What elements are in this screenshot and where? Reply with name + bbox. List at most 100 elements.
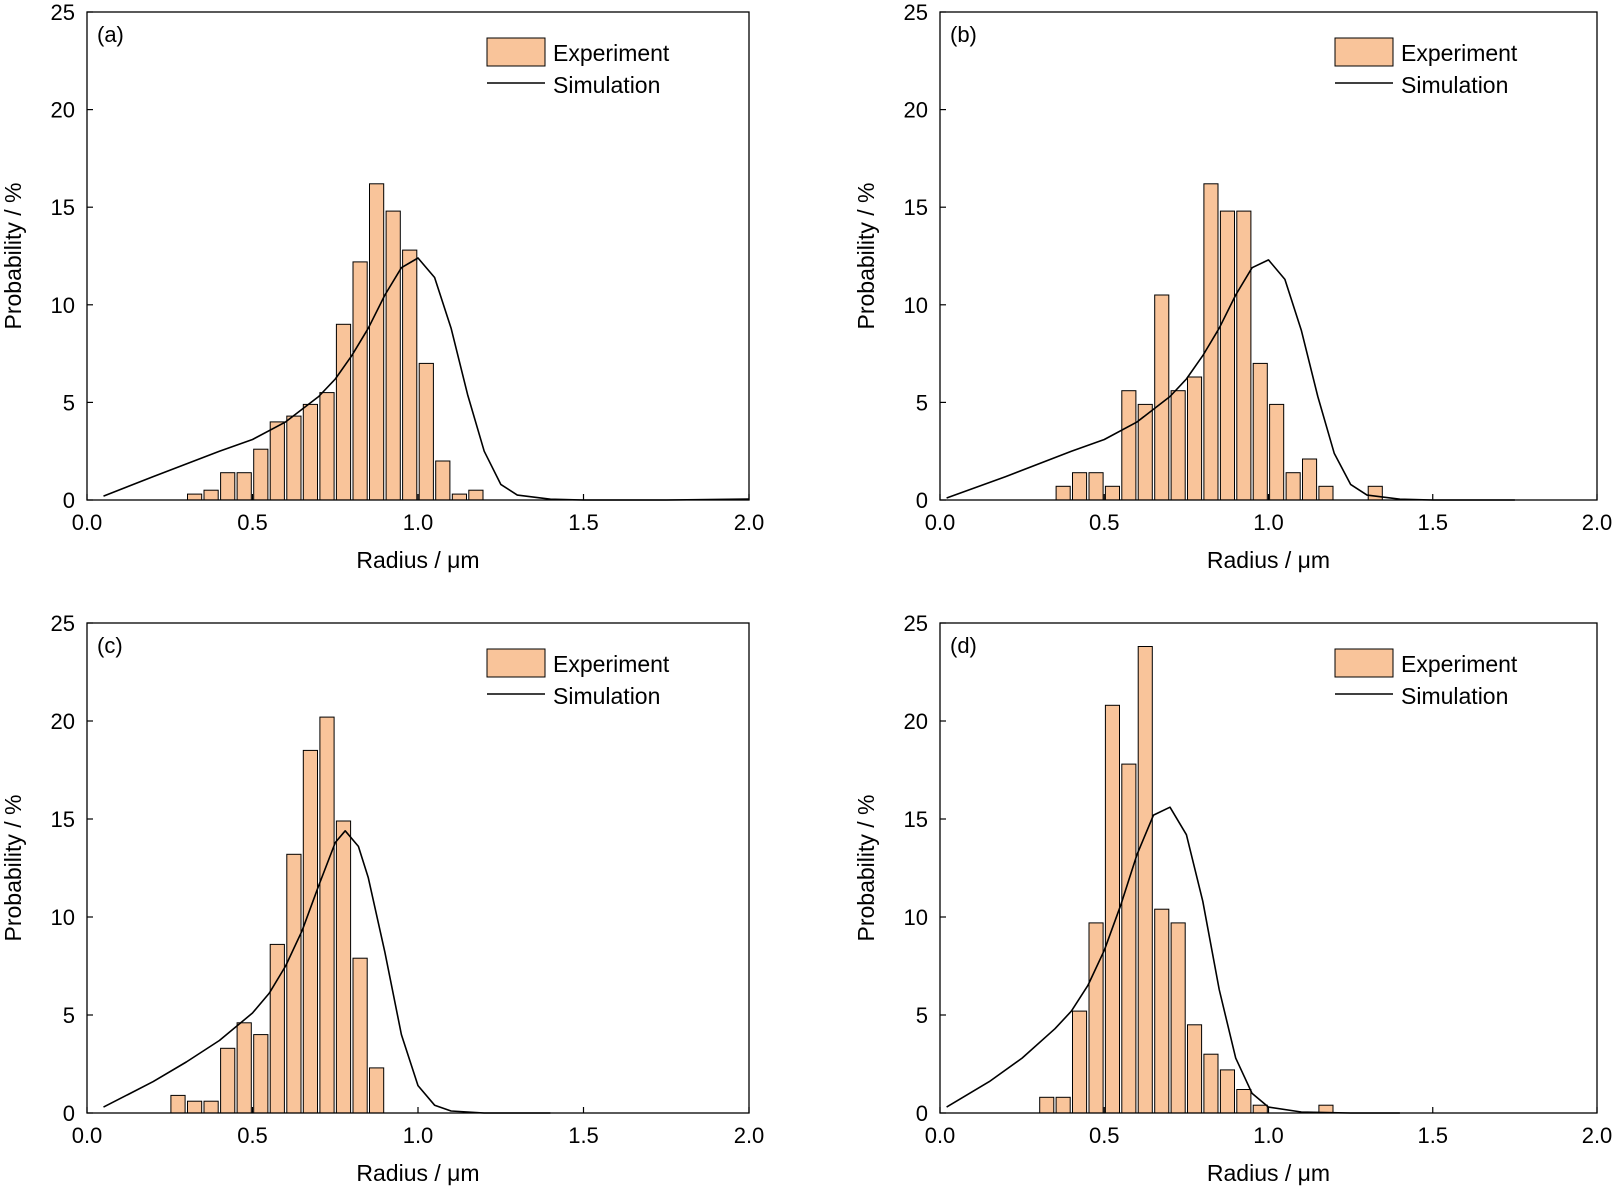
x-tick-label: 0.5	[237, 510, 268, 535]
bar	[335, 820, 352, 1114]
bar	[402, 249, 418, 501]
bar	[319, 392, 335, 501]
y-tick-label: 10	[904, 293, 928, 318]
y-tick-label: 5	[63, 390, 75, 415]
bar	[1252, 362, 1268, 501]
bar	[418, 362, 434, 501]
y-tick-label: 15	[904, 807, 928, 832]
simulation-line	[103, 829, 551, 1114]
bar	[1252, 1104, 1268, 1114]
legend: Experiment Simulation	[486, 37, 670, 98]
bar	[1055, 1096, 1071, 1114]
chart-panel-a: 0.0 0.5 1.0 1.5 2.0 0 5 10 15 20 25 Radius / μm Prob…	[0, 0, 764, 573]
bar	[1170, 390, 1186, 501]
y-tick-label: 0	[916, 488, 928, 513]
y-tick-label: 5	[916, 390, 928, 415]
bar	[302, 749, 318, 1114]
legend-swatch-experiment	[1334, 37, 1394, 67]
legend-label-simulation: Simulation	[553, 683, 660, 709]
y-tick-label: 25	[51, 0, 75, 25]
x-tick-label: 2.0	[734, 510, 765, 535]
y-tick-label: 25	[904, 0, 928, 25]
bar	[1055, 485, 1071, 501]
bar	[1088, 922, 1104, 1114]
x-axis-label: Radius / μm	[356, 547, 479, 573]
bar	[1137, 646, 1153, 1114]
y-tick-label: 15	[51, 195, 75, 220]
x-tick-label: 0.0	[925, 510, 956, 535]
legend-label-simulation: Simulation	[553, 72, 660, 98]
panel-label: (d)	[950, 633, 977, 658]
x-tick-label: 0.0	[925, 1123, 956, 1148]
chart-panel-c: 0.0 0.5 1.0 1.5 2.0 0 5 10 15 20 25 Radius / μm Prob…	[0, 611, 764, 1186]
bar	[1318, 485, 1334, 501]
panel-label: (a)	[97, 22, 124, 47]
bar	[385, 210, 401, 501]
legend-swatch-experiment	[486, 37, 546, 67]
x-tick-label: 1.5	[568, 510, 599, 535]
chart-panel-b: 0.0 0.5 1.0 1.5 2.0 0 5 10 15 20 25 Radius / μm Prob…	[853, 0, 1612, 573]
legend: Experiment Simulation	[1334, 37, 1518, 98]
x-tick-label: 0.5	[1089, 510, 1120, 535]
legend-swatch-experiment	[486, 648, 546, 678]
x-tick-label: 1.5	[568, 1123, 599, 1148]
y-tick-label: 20	[51, 98, 75, 123]
bar	[319, 716, 335, 1114]
legend: Experiment Simulation	[486, 648, 670, 709]
y-tick-label: 10	[904, 905, 928, 930]
legend-label-simulation: Simulation	[1401, 683, 1508, 709]
y-tick-label: 15	[904, 195, 928, 220]
y-tick-label: 0	[916, 1101, 928, 1126]
bar	[369, 1067, 385, 1114]
bar	[269, 943, 285, 1114]
bar	[1187, 1024, 1203, 1114]
legend-label-experiment: Experiment	[1401, 651, 1518, 677]
chart-panel-d: 0.0 0.5 1.0 1.5 2.0 0 5 10 15 20 25 Radius / μm Prob…	[853, 611, 1612, 1186]
legend-label-simulation: Simulation	[1401, 72, 1508, 98]
bar	[335, 323, 352, 501]
bar	[1236, 210, 1252, 501]
bar	[1302, 458, 1318, 501]
bar	[286, 415, 302, 501]
x-tick-label: 0.0	[72, 1123, 103, 1148]
bar	[468, 489, 484, 501]
bar	[352, 261, 368, 501]
y-tick-label: 0	[63, 488, 75, 513]
legend: Experiment Simulation	[1334, 648, 1518, 709]
bar	[435, 460, 451, 501]
x-axis-label: Radius / μm	[1207, 547, 1330, 573]
x-tick-label: 0.5	[1089, 1123, 1120, 1148]
bar	[1219, 210, 1236, 501]
x-tick-label: 1.5	[1417, 510, 1448, 535]
bar	[1269, 403, 1285, 501]
x-tick-label: 2.0	[734, 1123, 765, 1148]
bar	[1039, 1096, 1055, 1114]
x-tick-label: 2.0	[1582, 1123, 1613, 1148]
bar	[1072, 472, 1088, 501]
x-axis-label: Radius / μm	[356, 1160, 479, 1186]
bar	[269, 421, 285, 501]
bar	[1219, 1069, 1236, 1114]
x-tick-label: 1.5	[1417, 1123, 1448, 1148]
legend-label-experiment: Experiment	[553, 40, 670, 66]
bar	[1104, 704, 1121, 1114]
bar	[1121, 763, 1137, 1114]
simulation-line	[946, 259, 1515, 501]
bar	[1154, 908, 1170, 1114]
simulation-line	[103, 257, 750, 501]
y-tick-label: 15	[51, 807, 75, 832]
y-tick-label: 20	[904, 98, 928, 123]
y-axis-label: Probability / %	[853, 182, 879, 329]
bar	[1088, 472, 1104, 501]
x-tick-label: 1.0	[1253, 510, 1284, 535]
y-tick-label: 25	[51, 611, 75, 636]
bar	[1203, 1053, 1219, 1114]
y-axis-label: Probability / %	[0, 794, 26, 941]
bar	[352, 957, 368, 1114]
x-axis-label: Radius / μm	[1207, 1160, 1330, 1186]
y-tick-label: 25	[904, 611, 928, 636]
x-tick-label: 1.0	[1253, 1123, 1284, 1148]
y-tick-label: 20	[904, 709, 928, 734]
bar	[220, 1047, 236, 1114]
